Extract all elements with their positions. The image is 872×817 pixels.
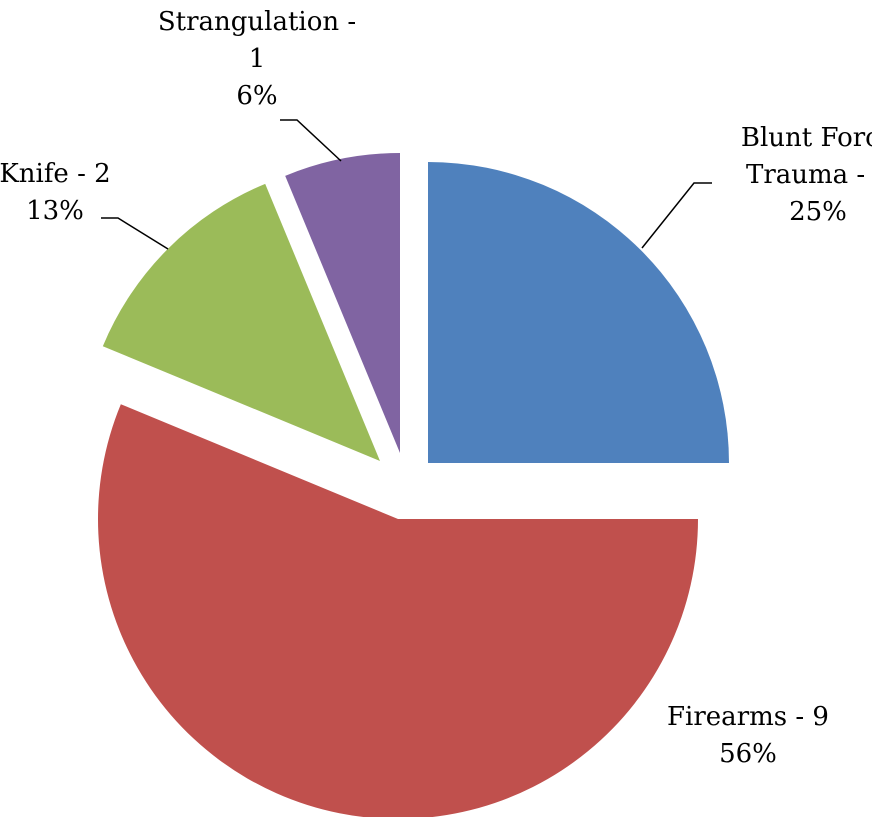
slice-firearms bbox=[98, 404, 698, 817]
data-label-line: 13% bbox=[26, 196, 84, 226]
data-label-strangulation: Strangulation - 1 6% bbox=[158, 7, 356, 111]
data-label-line: 56% bbox=[719, 739, 777, 769]
data-label-line: Strangulation - bbox=[158, 7, 356, 37]
pie-slices bbox=[98, 153, 729, 817]
leader-line-knife bbox=[101, 217, 169, 250]
slice-strangulation bbox=[285, 153, 400, 453]
slice-knife bbox=[102, 183, 380, 461]
leader-line-strangulation bbox=[280, 119, 342, 162]
data-label-line: Blunt Force bbox=[741, 123, 872, 153]
data-label-blunt-force-trauma: Blunt Force Trauma - 4 25% bbox=[741, 123, 872, 227]
data-labels: Blunt Force Trauma - 4 25% Firearms - 9 56% K… bbox=[0, 7, 872, 769]
data-label-knife: Knife - 2 13% bbox=[0, 159, 111, 226]
data-label-line: 1 bbox=[249, 44, 266, 74]
leader-line-blunt-force-trauma bbox=[641, 182, 712, 249]
data-label-line: 6% bbox=[236, 81, 277, 111]
data-label-line: Knife - 2 bbox=[0, 159, 111, 189]
data-label-line: Firearms - 9 bbox=[667, 702, 829, 732]
data-label-line: 25% bbox=[789, 197, 847, 227]
slice-blunt-force-trauma bbox=[428, 162, 729, 463]
data-label-line: Trauma - 4 bbox=[746, 160, 872, 190]
leader-lines bbox=[101, 119, 712, 250]
data-label-firearms: Firearms - 9 56% bbox=[667, 702, 829, 769]
